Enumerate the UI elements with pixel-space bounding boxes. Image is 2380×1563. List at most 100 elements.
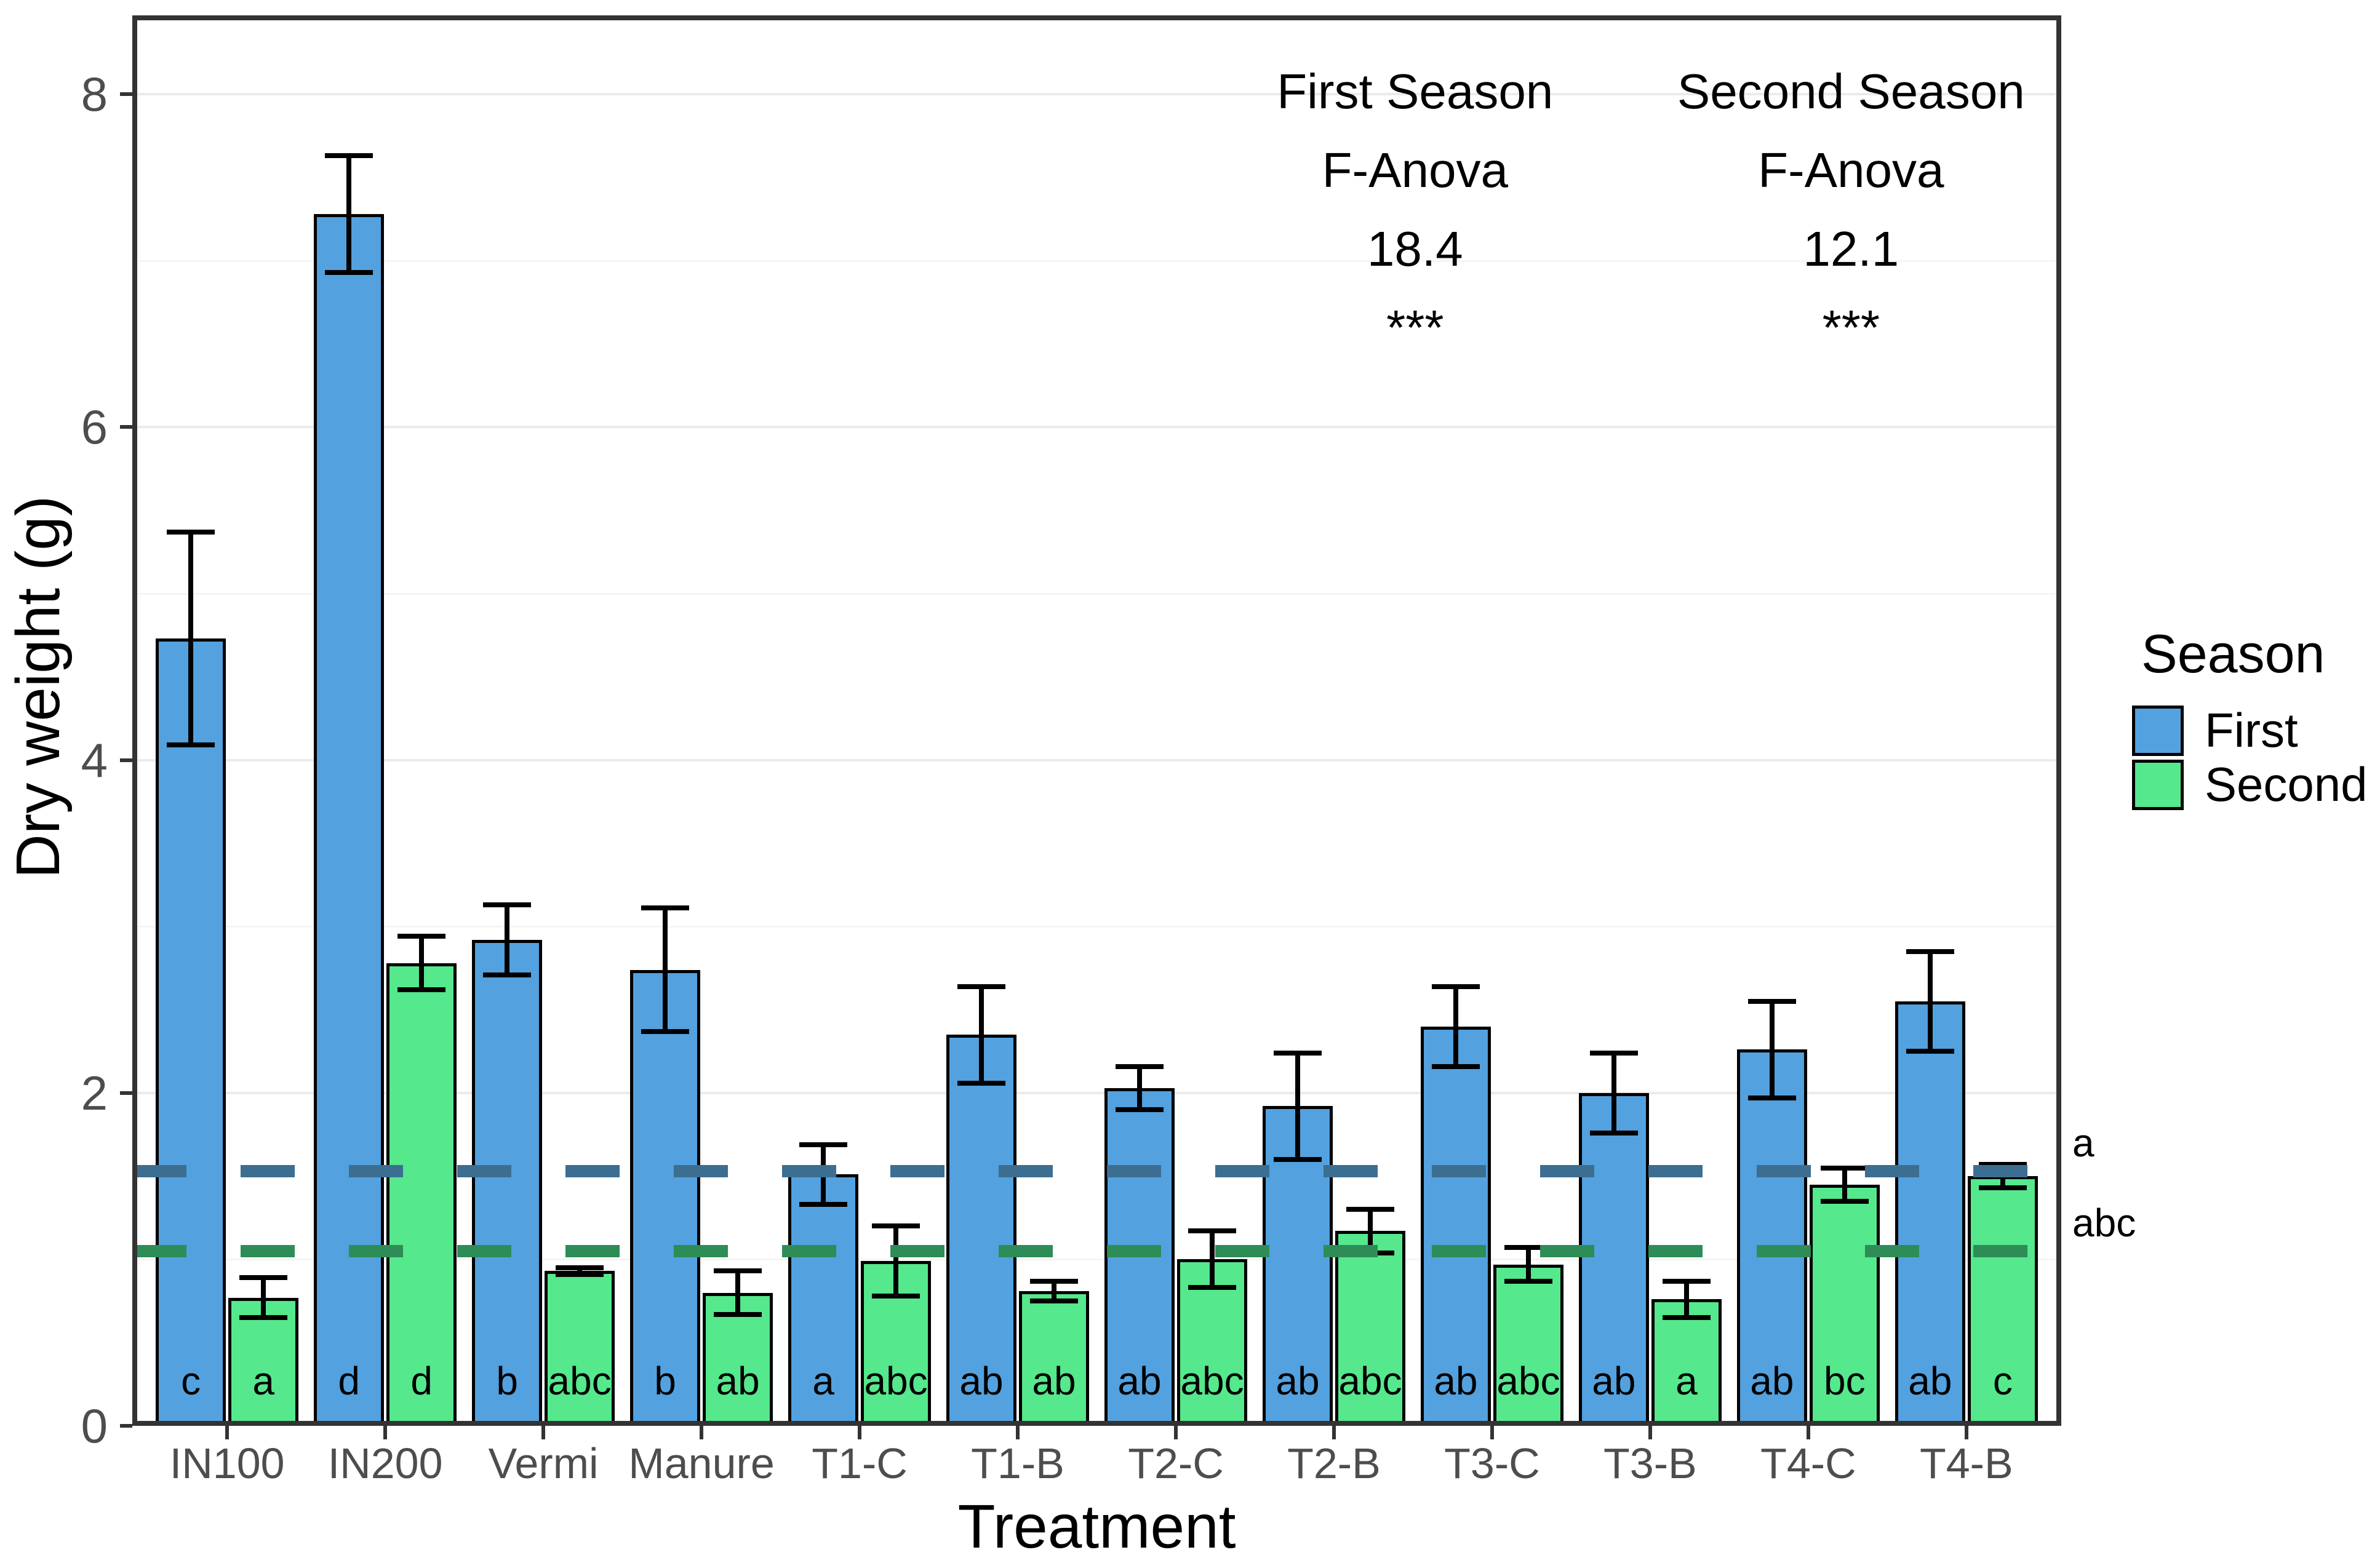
x-tick-label: T4-C [1760,1439,1856,1487]
x-tick-label: T1-B [971,1439,1064,1487]
error-bar-stem [1052,1281,1057,1302]
annotation-line: *** [1822,300,1880,355]
significance-letter: ab [716,1359,760,1403]
x-axis-tick [1490,1426,1494,1439]
error-bar-cap-bottom [1431,1064,1480,1069]
significance-letter: c [181,1359,201,1403]
x-tick-label: Manure [628,1439,775,1487]
x-tick-label: Vermi [488,1439,599,1487]
significance-letter: ab [1750,1359,1794,1403]
error-bar-cap-top [872,1223,920,1229]
significance-letter: d [338,1359,360,1403]
error-bar-cap-bottom [799,1202,848,1207]
error-bar-cap-bottom [1030,1299,1079,1304]
bar-first-IN200 [314,214,385,1426]
x-axis-tick [383,1426,388,1439]
error-bar-stem [1209,1231,1215,1288]
bar-second-Vermi [545,1271,615,1426]
legend-label-first: First [2205,703,2298,757]
significance-letter: bc [1824,1359,1866,1403]
gridline-minor [132,926,2061,928]
error-bar-cap-top [1978,1162,2027,1167]
error-bar-cap-bottom [1115,1107,1164,1112]
bar-second-T4-C [1809,1184,1880,1426]
x-axis-tick [1332,1426,1336,1439]
error-bar-cap-top [325,153,373,159]
significance-letter: a [812,1359,834,1403]
x-axis-tick [1806,1426,1810,1439]
error-bar-stem [979,986,984,1083]
y-tick-label: 8 [81,67,108,122]
error-bar-stem [1927,951,1933,1052]
error-bar-cap-top [1431,984,1480,989]
error-bar-cap-bottom [1978,1185,2027,1191]
y-axis-tick [120,425,132,429]
error-bar-stem [261,1278,266,1318]
error-bar-cap-top [641,905,690,911]
x-axis-tick [225,1426,230,1439]
anova-annotation-first-season: First Season F-Anova 18.4 *** [1138,52,1692,367]
gridline-major [132,426,2061,429]
anova-annotation-second-season: Second Season F-Anova 12.1 *** [1574,52,2128,367]
legend-label-second: Second [2205,757,2368,811]
error-bar-cap-bottom [1273,1157,1322,1163]
error-bar-stem [419,936,425,990]
significance-letter: a [252,1359,274,1403]
x-tick-label: IN200 [327,1439,443,1487]
error-bar-cap-top [799,1142,848,1147]
x-tick-label: T3-B [1603,1439,1697,1487]
x-tick-label: T1-C [812,1439,908,1487]
x-axis-tick [858,1426,862,1439]
error-bar-cap-top [1662,1278,1711,1284]
y-axis-tick [120,1091,132,1095]
error-bar-stem [1295,1052,1300,1160]
y-tick-label: 0 [81,1399,108,1453]
error-bar-stem [1842,1167,1847,1201]
gridline-major [132,93,2061,96]
error-bar-stem [1136,1066,1142,1110]
error-bar-cap-top [714,1268,762,1274]
significance-letter: ab [1592,1359,1636,1403]
bar-first-T1-B [946,1035,1017,1426]
error-bar-stem [663,908,668,1032]
error-bar-cap-bottom [239,1315,288,1321]
x-tick-label: T2-B [1287,1439,1381,1487]
significance-letter: c [1992,1359,2013,1403]
x-axis-tick [1173,1426,1178,1439]
error-bar-stem [1683,1281,1689,1318]
error-bar-cap-bottom [1747,1095,1796,1100]
significance-letter: abc [1496,1359,1560,1403]
significance-letter: abc [1180,1359,1244,1403]
gridline-minor [132,593,2061,595]
legend-title: Season [2141,623,2325,684]
error-bar-cap-bottom [1188,1285,1236,1291]
y-tick-label: 4 [81,733,108,787]
significance-letter: ab [1434,1359,1478,1403]
error-bar-cap-top [1188,1228,1236,1234]
bar-first-T4-C [1736,1049,1807,1426]
significance-letter: abc [548,1359,612,1403]
error-bar-cap-bottom [1504,1278,1552,1284]
error-bar-cap-top [483,902,532,908]
bar-first-Manure [630,969,701,1426]
error-bar-cap-bottom [872,1293,920,1299]
error-bar-stem [505,905,510,975]
error-bar-cap-bottom [483,972,532,977]
y-tick-label: 6 [81,400,108,455]
x-axis-title: Treatment [957,1492,1236,1561]
error-bar-cap-top [397,934,446,939]
legend-swatch-first [2132,706,2184,756]
mean-reference-line-first [132,1164,2061,1177]
error-bar-cap-bottom [1820,1198,1869,1204]
error-bar-cap-top [1030,1278,1079,1284]
mean-reference-line-second [132,1244,2061,1257]
annotation-line: First Season [1277,64,1554,119]
reference-line-label-first: a [2072,1120,2094,1165]
error-bar-cap-top [1906,949,1954,954]
error-bar-cap-bottom [1906,1049,1954,1054]
x-axis-tick [700,1426,704,1439]
significance-letter: b [654,1359,676,1403]
annotation-line: F-Anova [1758,143,1944,197]
significance-letter: abc [864,1359,928,1403]
significance-letter: abc [1338,1359,1402,1403]
